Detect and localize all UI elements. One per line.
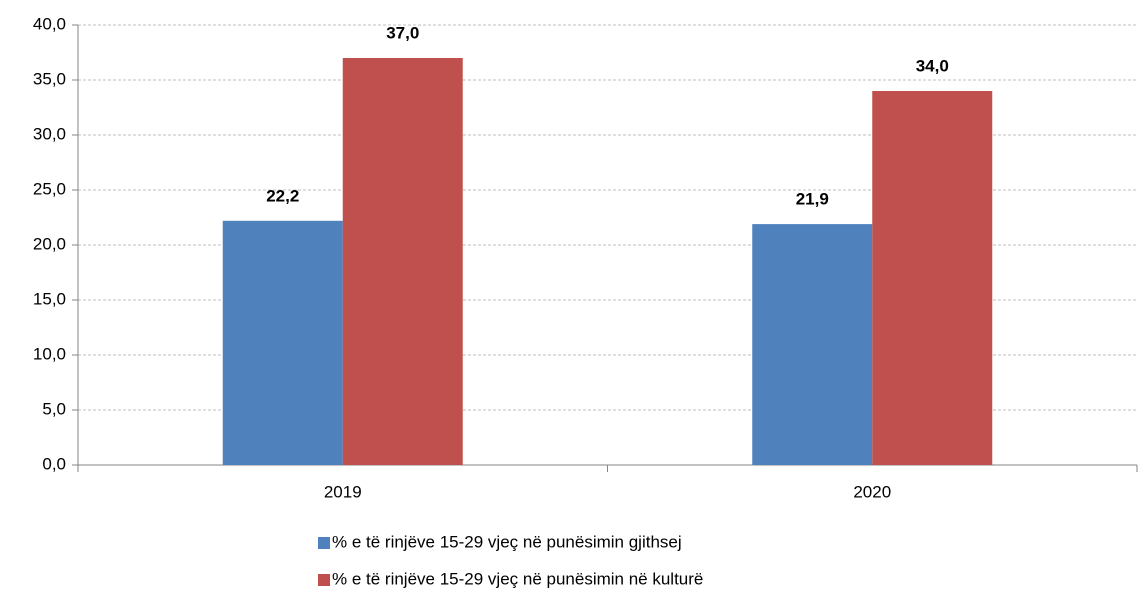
y-tick-label: 20,0 [33, 234, 66, 253]
legend-label: % e të rinjëve 15-29 vjeç në punësimin g… [332, 532, 682, 551]
y-tick-label: 35,0 [33, 69, 66, 88]
y-tick-label: 30,0 [33, 124, 66, 143]
value-label: 34,0 [916, 56, 949, 75]
legend-swatch [318, 537, 330, 549]
value-label: 22,2 [266, 186, 299, 205]
x-tick-label: 2019 [324, 482, 362, 501]
bar [342, 58, 463, 465]
legend-label: % e të rinjëve 15-29 vjeç në punësimin n… [332, 569, 703, 588]
x-tick-label: 2020 [853, 482, 891, 501]
value-label: 21,9 [796, 190, 829, 209]
y-tick-label: 0,0 [42, 454, 66, 473]
value-label: 37,0 [386, 23, 419, 42]
y-tick-label: 40,0 [33, 14, 66, 33]
legend-swatch [318, 574, 330, 586]
y-tick-label: 15,0 [33, 289, 66, 308]
y-tick-label: 10,0 [33, 344, 66, 363]
bar [222, 220, 343, 465]
y-tick-label: 5,0 [42, 399, 66, 418]
y-tick-label: 25,0 [33, 179, 66, 198]
bar [872, 91, 993, 465]
bar [752, 224, 873, 465]
